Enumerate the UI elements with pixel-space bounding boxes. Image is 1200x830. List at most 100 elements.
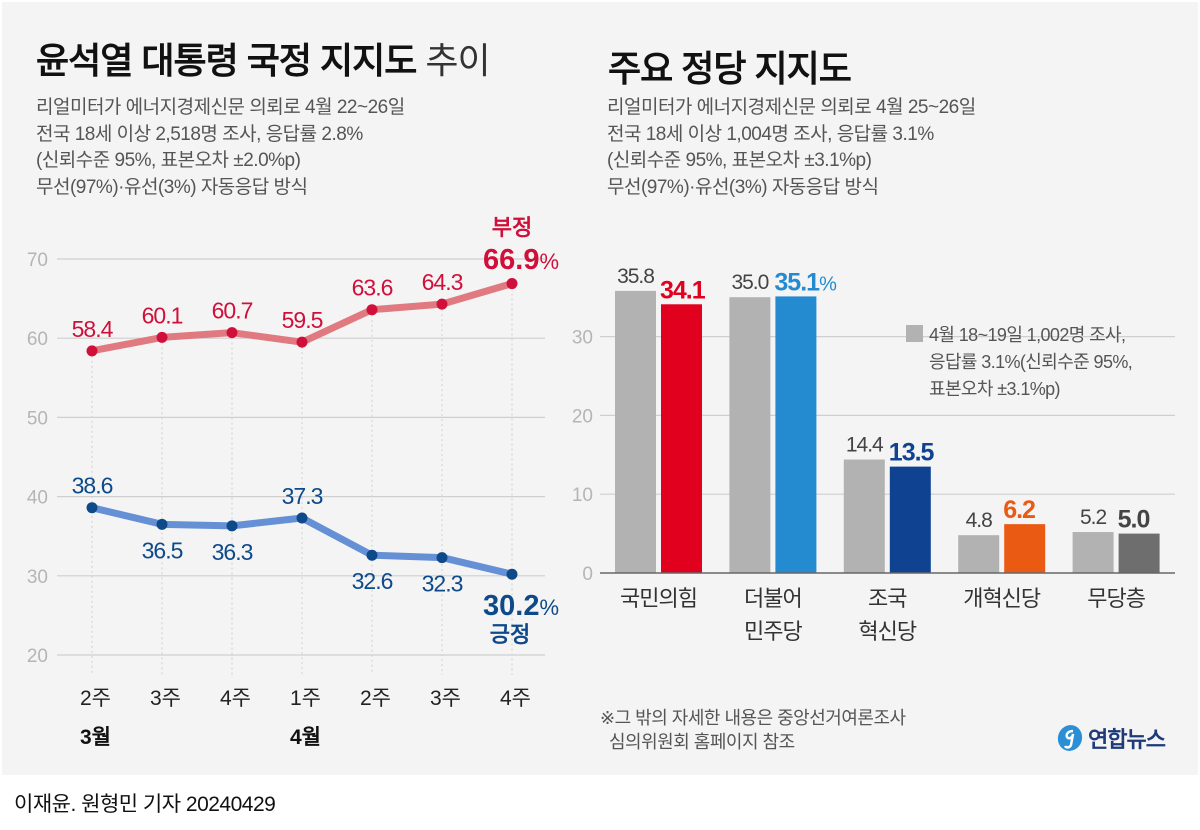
subtitle-line: (신뢰수준 95%, 표본오차 ±3.1%p) <box>607 150 872 171</box>
data-label: 37.3 <box>282 483 323 509</box>
legend-text: 표본오차 ±3.1%p) <box>929 379 1060 399</box>
data-label-previous: 35.8 <box>617 265 654 288</box>
bar-current <box>889 466 931 573</box>
data-label: 63.6 <box>352 275 393 301</box>
legend-swatch <box>906 325 923 342</box>
data-label: 36.5 <box>142 537 183 563</box>
subtitle-line: 리얼미터가 에너지경제신문 의뢰로 4월 22~26일 <box>36 97 405 118</box>
data-label: 32.6 <box>352 568 393 594</box>
x-tick-label: 4주 <box>500 687 531 710</box>
data-label: 32.3 <box>422 571 463 597</box>
bar-current <box>1118 533 1160 573</box>
bar-previous <box>729 297 771 573</box>
category-label: 민주당 <box>744 619 802 644</box>
yonhap-logo: 연합뉴스 <box>1055 722 1166 754</box>
data-label-current: 6.2 <box>1003 496 1035 524</box>
data-label: 36.3 <box>212 539 253 565</box>
data-label-previous: 35.0 <box>731 271 768 294</box>
title-bold: 윤석열 대통령 국정 지지도 <box>36 40 417 81</box>
y-tick-label: 40 <box>27 488 48 509</box>
subtitle-line: 전국 18세 이상 2,518명 조사, 응답률 2.8% <box>36 123 363 145</box>
bar-chart-subtitle: 리얼미터가 에너지경제신문 의뢰로 4월 25~26일 전국 18세 이상 1,… <box>607 95 976 201</box>
data-label: 60.7 <box>212 298 253 324</box>
bar-previous <box>1072 532 1114 573</box>
legend: 4월 18~19일 1,002명 조사, 응답률 3.1%(신뢰수준 95%, 표본… <box>906 325 1133 399</box>
bar-current <box>661 304 702 573</box>
category-label: 무당층 <box>1087 586 1145 611</box>
data-point <box>506 278 518 290</box>
subtitle-line: 무선(97%)·유선(3%) 자동응답 방식 <box>607 176 879 198</box>
data-label: 58.4 <box>72 316 114 342</box>
bar-chart-title: 주요 정당 지지도 <box>608 48 852 89</box>
title-light: 추이 <box>425 40 490 81</box>
bar-current <box>1004 524 1046 573</box>
y-tick-label: 0 <box>582 564 593 585</box>
category-label: 개혁신당 <box>963 586 1041 611</box>
y-tick-label: 50 <box>27 408 48 429</box>
data-point <box>86 345 98 357</box>
data-label: 38.6 <box>72 473 113 499</box>
data-label: 64.3 <box>422 269 463 295</box>
subtitle-line: 리얼미터가 에너지경제신문 의뢰로 4월 25~26일 <box>607 97 976 118</box>
final-value-positive: 30.2% <box>483 590 559 622</box>
byline: 이재윤. 원형민 기자 20240429 <box>14 793 276 816</box>
month-label: 3월 <box>80 726 111 749</box>
x-tick-label: 1주 <box>290 687 321 710</box>
data-point <box>296 512 308 524</box>
category-label: 조국 <box>868 586 907 611</box>
yonhap-globe-icon <box>1057 725 1083 751</box>
data-label-current: 34.1 <box>660 276 706 304</box>
data-label-current: 13.5 <box>889 439 935 467</box>
footnote: ※그 밖의 자세한 내용은 중앙선거여론조사 심의위원회 홈페이지 참조 <box>600 706 906 754</box>
bar-current <box>775 296 817 573</box>
line-chart-title: 윤석열 대통령 국정 지지도 추이 <box>36 32 491 84</box>
line-chart: 70 60 50 40 30 20 2주 3주 4주 1주 2주 3주 4주 3월 4월 58.4 60.1 60… <box>27 215 559 749</box>
x-tick-label: 3주 <box>430 687 461 710</box>
subtitle-line: 전국 18세 이상 1,004명 조사, 응답률 3.1% <box>607 123 934 145</box>
line-chart-subtitle: 리얼미터가 에너지경제신문 의뢰로 4월 22~26일 전국 18세 이상 2,… <box>36 95 405 201</box>
data-label-current: 5.0 <box>1118 506 1150 534</box>
footnote-line: ※그 밖의 자세한 내용은 중앙선거여론조사 <box>600 708 906 728</box>
category-label: 더불어 <box>744 586 802 611</box>
y-tick-label: 30 <box>572 328 593 349</box>
category-label: 국민의힘 <box>620 586 697 611</box>
logo-text: 연합뉴스 <box>1088 727 1166 752</box>
data-point <box>366 304 378 316</box>
subtitle-line: 무선(97%)·유선(3%) 자동응답 방식 <box>36 176 308 198</box>
y-tick-label: 10 <box>572 485 593 506</box>
data-label-previous: 5.2 <box>1080 506 1107 529</box>
data-label: 60.1 <box>142 302 183 328</box>
bar-previous <box>615 290 656 573</box>
data-point <box>86 502 98 514</box>
x-tick-label: 3주 <box>150 687 181 710</box>
series-name-positive: 긍정 <box>490 622 530 647</box>
data-point <box>296 336 308 348</box>
x-tick-label: 2주 <box>80 687 111 710</box>
data-point <box>156 331 168 343</box>
data-point <box>226 520 238 532</box>
y-tick-label: 70 <box>27 250 48 271</box>
legend-text: 4월 18~19일 1,002명 조사, <box>929 325 1125 345</box>
x-tick-label: 2주 <box>360 687 391 710</box>
data-point <box>506 568 518 580</box>
subtitle-line: (신뢰수준 95%, 표본오차 ±2.0%p) <box>36 150 301 171</box>
y-tick-label: 20 <box>27 646 48 667</box>
data-label-previous: 4.8 <box>966 509 993 532</box>
series-name-negative: 부정 <box>492 215 532 240</box>
infographic-panel <box>2 2 1198 775</box>
y-tick-label: 20 <box>572 406 593 427</box>
y-tick-label: 30 <box>27 567 48 588</box>
data-point <box>436 298 448 310</box>
data-label-current: 35.1% <box>774 268 837 296</box>
y-tick-label: 60 <box>27 329 48 350</box>
category-label: 혁신당 <box>858 619 916 644</box>
data-point <box>226 327 238 339</box>
data-label: 59.5 <box>282 307 323 333</box>
data-label-previous: 14.4 <box>846 434 884 457</box>
month-label: 4월 <box>290 726 321 749</box>
final-value-negative: 66.9% <box>483 244 559 276</box>
bar-previous <box>843 459 885 573</box>
data-point <box>156 518 168 530</box>
